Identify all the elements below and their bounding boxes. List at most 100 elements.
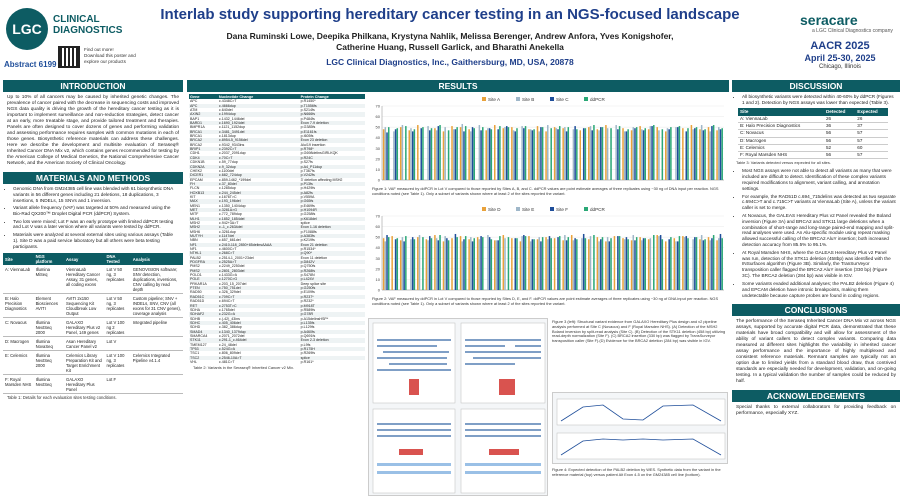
- variant-row: APC c.4348C>T p.R1450*: [189, 99, 365, 103]
- variant-row: RAD51D c.694C>T p.R232*: [189, 299, 365, 303]
- variant-row: EPCAM c.859-1462_*199del 3' deletion affec…: [189, 178, 365, 182]
- affiliation: LGC Clinical Diagnostics, Inc., Gaithers…: [326, 57, 574, 67]
- bar: [444, 236, 446, 290]
- bar: [470, 237, 472, 290]
- discussion-intro: All biosynthetic variants were detected …: [732, 92, 900, 108]
- bar: [413, 129, 416, 180]
- bar: [553, 238, 556, 290]
- bar: [528, 236, 530, 290]
- qr-code-icon[interactable]: [58, 46, 80, 68]
- bar: [658, 130, 660, 180]
- conclusions-heading: CONCLUSIONS: [732, 303, 900, 316]
- igv-screenshots: [372, 322, 546, 494]
- table-cell: p.D842V: [299, 260, 365, 265]
- bar: [712, 235, 715, 290]
- variant-row: RAD50 c.326_329del p.E109fs: [189, 290, 365, 294]
- bar: [700, 235, 703, 290]
- table-cell: AVITI 2x150 Sequencing Kit Cloudbreak Lo…: [64, 293, 105, 319]
- bar: [452, 129, 455, 180]
- bar: [538, 237, 540, 290]
- table-cell: 26: [823, 115, 856, 123]
- bar: [411, 237, 414, 290]
- table-cell: p.Q750fs: [300, 264, 316, 269]
- variant-row: CDH1 c.2037_2091dup p.G698delinsGIRLKQK: [189, 151, 365, 155]
- table-cell: p.G65fs: [299, 199, 365, 204]
- table-cell: 3' deletion affecting MSH2: [300, 177, 343, 182]
- bar: [678, 126, 681, 180]
- table-cell: SMARCA4: [190, 333, 208, 338]
- table-cell: p.A82fs: [299, 190, 365, 195]
- table-header-cell: Analysis: [130, 253, 183, 266]
- table-cell: NBN: [190, 238, 198, 243]
- site-row: C: Novacus Illumina NextSeq 2000 GALAXO He…: [3, 317, 183, 338]
- table-cell: Integrated pipeline: [130, 317, 183, 338]
- variant-row: SMAD4 c.1340_1379dup p.A460fs: [189, 329, 365, 334]
- bar: [610, 128, 612, 180]
- table-cell: p.A15delinsHSP*: [300, 316, 329, 321]
- bar: [634, 128, 636, 180]
- table-cell: c.524G>A: [217, 346, 300, 352]
- table-cell: PDGFRA: [189, 260, 218, 265]
- discussion-bullet: At Royal Marsden NHS, where the GALEAS H…: [742, 250, 896, 280]
- table-cell: c.24_48del: [218, 342, 237, 347]
- authors-line-2: Catherine Huang, Russell Garlick, and Bh…: [336, 42, 564, 52]
- variant-row: POLD1 c.1433G>A p.S478N: [189, 273, 365, 277]
- table-cell: p.H429fs: [300, 186, 316, 191]
- bar: [666, 128, 669, 180]
- bar: [606, 237, 609, 290]
- table-cell: c.1432_1446del: [218, 116, 245, 121]
- variant-table: Gene Nucleotide Change Protein Change APC c…: [189, 94, 365, 364]
- table-cell: Celemics Library Preparation Kit and Tar…: [64, 350, 105, 376]
- right-column: DISCUSSION All biosynthetic variants wer…: [732, 80, 900, 420]
- bar: [413, 239, 416, 290]
- bar: [523, 128, 525, 180]
- table-cell: p.R237*: [299, 294, 365, 300]
- left-column: INTRODUCTION Up to 10% of all cancers ma…: [3, 80, 183, 401]
- bar: [653, 125, 655, 180]
- table-cell: p.P484fs: [300, 116, 315, 121]
- legend-label: Site E: [522, 207, 534, 212]
- logo-line-1: CLINICAL: [53, 14, 100, 25]
- bar: [634, 240, 636, 290]
- table-cell: p.R798*: [299, 147, 365, 152]
- bar: [545, 131, 547, 180]
- table-cell: c.2525A>T: [217, 260, 300, 265]
- table-cell: c.1765del: [218, 307, 235, 312]
- variant-row: DICER1 c.682_724dup p.V242fs: [189, 173, 365, 178]
- table-cell: c.203_15_207del: [218, 281, 247, 286]
- qr-caption-1: Find out more!: [84, 47, 114, 52]
- bar: [622, 238, 624, 290]
- bar: [482, 127, 484, 180]
- bar: [516, 238, 518, 290]
- variant-row: PDGFRA c.2525A>T p.D842V: [189, 260, 365, 265]
- legend-label: Site D: [488, 207, 501, 212]
- bar: [627, 129, 629, 180]
- bar: [488, 128, 491, 180]
- table-cell: p.T1556fs: [299, 103, 365, 109]
- bar: [411, 131, 414, 180]
- legend-label: Site F: [556, 207, 568, 212]
- bar: [574, 126, 576, 180]
- bar: [695, 237, 698, 290]
- variant-row: FLCN c.1285dup p.H429fs: [189, 186, 365, 190]
- table-cell: Lot V 50 ng, 3 replicates: [104, 265, 131, 295]
- bar: [613, 236, 616, 290]
- detection-row: E: Celemics 52 60: [738, 144, 888, 153]
- bar: [615, 125, 617, 180]
- figure3-panels: [368, 318, 548, 496]
- bar: [529, 241, 532, 290]
- bar: [668, 129, 670, 180]
- table-cell: GENOVISION software; SNV detection, dupl…: [130, 265, 183, 295]
- table-cell: Exon 21 deletion: [299, 242, 365, 248]
- bar: [625, 131, 628, 180]
- bar: [576, 129, 578, 180]
- bar: [536, 126, 539, 180]
- table-header-cell: Site: [3, 253, 34, 266]
- table-cell: c.682_724dup: [217, 173, 300, 178]
- table-cell: c.806_809del: [218, 351, 241, 356]
- table-cell: SDHD: [190, 325, 201, 330]
- bar: [528, 129, 530, 180]
- table-cell: MEN1: [190, 203, 200, 208]
- y-tick-label: 30: [376, 256, 381, 261]
- site-row: E: Celemics Illumina NextSeq 2000 Celemics…: [3, 350, 183, 376]
